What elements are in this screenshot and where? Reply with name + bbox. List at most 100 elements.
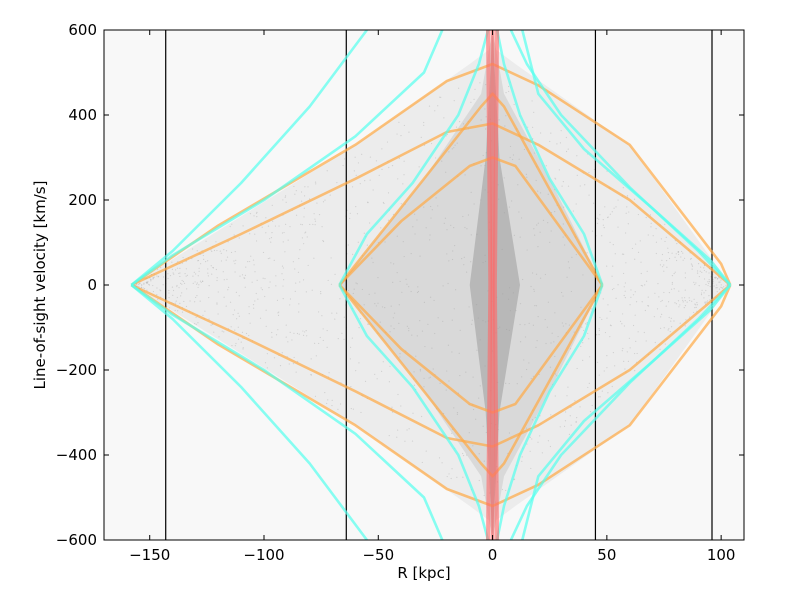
particle-point — [225, 250, 228, 252]
particle-point — [360, 411, 362, 414]
particle-point — [334, 273, 336, 275]
particle-point — [198, 284, 200, 286]
particle-point — [531, 419, 534, 421]
particle-point — [641, 285, 644, 287]
particle-point — [703, 267, 705, 269]
particle-point — [454, 144, 456, 146]
particle-point — [152, 290, 155, 293]
particle-point — [293, 356, 295, 359]
particle-point — [591, 404, 593, 407]
particle-point — [532, 375, 535, 377]
particle-point — [304, 186, 306, 188]
particle-point — [192, 275, 194, 277]
particle-point — [191, 248, 194, 250]
particle-point — [314, 342, 316, 344]
particle-point — [181, 311, 184, 313]
particle-point — [701, 289, 703, 291]
particle-point — [639, 240, 641, 242]
particle-point — [455, 289, 457, 291]
particle-point — [329, 194, 331, 196]
particle-point — [704, 302, 706, 304]
particle-point — [347, 289, 350, 292]
particle-point — [539, 192, 542, 194]
particle-point — [260, 287, 262, 289]
particle-point — [378, 174, 380, 176]
particle-point — [168, 289, 170, 292]
particle-point — [679, 322, 681, 324]
particle-point — [613, 287, 615, 290]
particle-point — [294, 290, 296, 292]
particle-point — [237, 312, 239, 314]
particle-point — [596, 361, 599, 363]
particle-point — [314, 181, 317, 183]
orbit-curves-layer — [130, 30, 732, 540]
particle-point — [242, 348, 244, 350]
particle-point — [701, 271, 703, 273]
particle-point — [443, 222, 445, 224]
particle-point — [233, 234, 235, 236]
particle-point — [479, 385, 481, 387]
particle-point — [501, 248, 503, 251]
particle-point — [174, 309, 176, 312]
particle-point — [403, 124, 406, 127]
particle-point — [211, 250, 213, 253]
particle-point — [284, 195, 287, 197]
particle-point — [535, 179, 537, 182]
particle-point — [433, 299, 435, 302]
particle-point — [677, 251, 680, 253]
particle-point — [602, 219, 604, 221]
particle-point — [677, 253, 680, 256]
particle-point — [528, 322, 530, 324]
particle-point — [167, 277, 169, 280]
particle-point — [611, 275, 613, 277]
particle-point — [568, 324, 570, 326]
particle-point — [664, 343, 666, 345]
particle-point — [237, 338, 240, 340]
particle-point — [216, 302, 218, 304]
particle-point — [251, 281, 253, 283]
particle-point — [176, 267, 179, 269]
particle-point — [357, 241, 359, 243]
particle-point — [297, 271, 300, 273]
particle-point — [141, 284, 143, 286]
particle-point — [544, 273, 546, 276]
particle-point — [350, 386, 352, 388]
particle-point — [410, 290, 412, 293]
particle-point — [709, 285, 711, 288]
particle-point — [200, 281, 202, 284]
series-1-curve — [338, 284, 490, 540]
particle-point — [607, 216, 609, 218]
particle-point — [320, 291, 322, 293]
particle-point — [668, 291, 671, 294]
particle-point — [184, 272, 186, 275]
particle-point — [410, 252, 412, 255]
particle-point — [249, 260, 251, 263]
particle-point — [666, 266, 668, 268]
particle-point — [419, 368, 421, 371]
particle-point — [598, 328, 600, 330]
x-axis: −150 −100 −50 0 50 100 — [129, 30, 735, 564]
particle-point — [406, 283, 408, 285]
particle-point — [483, 460, 485, 462]
particle-point — [301, 224, 303, 226]
particle-point — [294, 268, 296, 270]
particle-point — [397, 393, 399, 396]
particle-point — [271, 204, 273, 206]
particle-point — [196, 283, 198, 285]
particle-point — [588, 382, 590, 384]
particle-point — [596, 217, 598, 219]
particle-point — [645, 340, 647, 342]
particle-point — [652, 235, 654, 237]
particle-point — [324, 391, 326, 394]
particle-point — [673, 288, 675, 290]
particle-point — [196, 282, 198, 284]
particle-point — [145, 281, 148, 283]
particle-point — [679, 304, 681, 306]
particle-point — [484, 108, 486, 110]
particle-point — [300, 191, 303, 193]
particle-point — [441, 160, 443, 162]
particle-point — [141, 284, 143, 286]
particle-point — [599, 214, 601, 216]
particle-point — [512, 292, 514, 294]
particle-point — [400, 135, 402, 137]
